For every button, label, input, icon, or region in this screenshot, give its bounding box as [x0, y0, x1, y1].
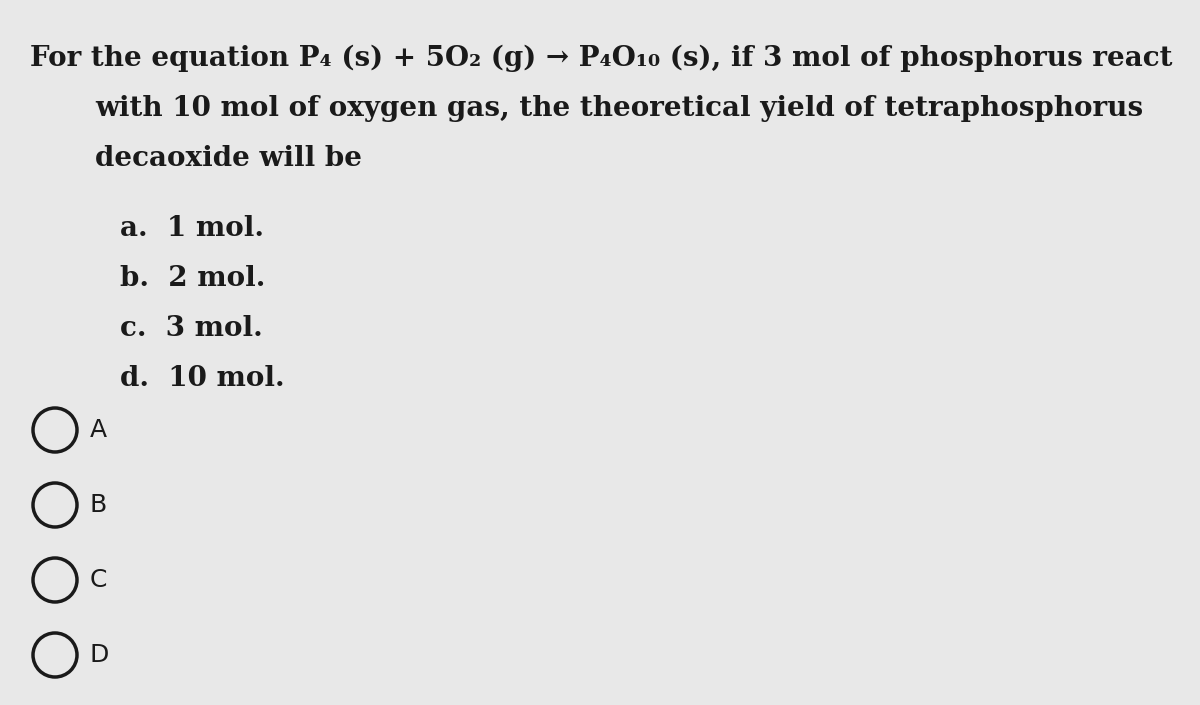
- Text: b.  2 mol.: b. 2 mol.: [120, 265, 265, 292]
- Text: d.  10 mol.: d. 10 mol.: [120, 365, 284, 392]
- Text: C: C: [90, 568, 107, 592]
- Text: with 10 mol of oxygen gas, the theoretical yield of tetraphosphorus: with 10 mol of oxygen gas, the theoretic…: [95, 95, 1144, 122]
- Text: decaoxide will be: decaoxide will be: [95, 145, 362, 172]
- Text: D: D: [90, 643, 109, 667]
- Text: A: A: [90, 418, 107, 442]
- Text: c.  3 mol.: c. 3 mol.: [120, 315, 263, 342]
- Text: B: B: [90, 493, 107, 517]
- Text: a.  1 mol.: a. 1 mol.: [120, 215, 264, 242]
- Text: For the equation P₄ (s) + 5O₂ (g) → P₄O₁₀ (s), if 3 mol of phosphorus react: For the equation P₄ (s) + 5O₂ (g) → P₄O₁…: [30, 45, 1172, 73]
